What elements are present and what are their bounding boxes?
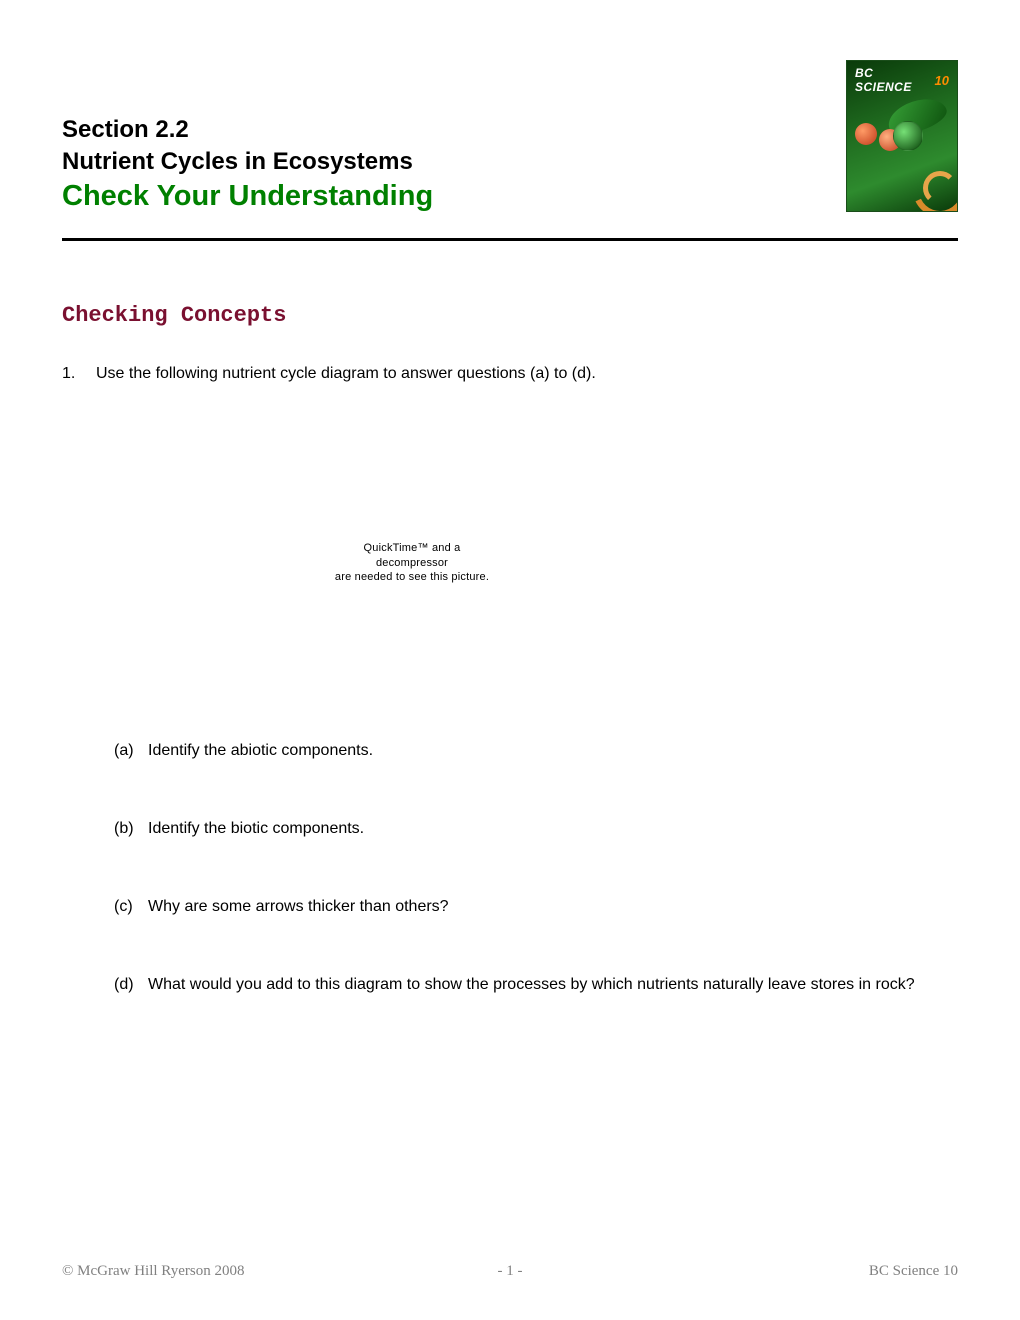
book-title: BC SCIENCE 10 — [853, 69, 951, 91]
page: Section 2.2 Nutrient Cycles in Ecosystem… — [0, 0, 1020, 1320]
shell-graphic — [923, 171, 957, 205]
sub-text: What would you add to this diagram to sh… — [148, 973, 958, 997]
section-title: Nutrient Cycles in Ecosystems — [62, 146, 433, 178]
qt-line: are needed to see this picture. — [282, 570, 542, 584]
sub-text: Why are some arrows thicker than others? — [148, 895, 958, 919]
book-title-text: BC SCIENCE — [855, 66, 933, 94]
sub-text: Identify the biotic components. — [148, 817, 958, 841]
sub-question-c: (c) Why are some arrows thicker than oth… — [114, 895, 958, 919]
checking-concepts-heading: Checking Concepts — [62, 303, 958, 328]
divider — [62, 238, 958, 241]
fruit-graphic — [893, 121, 923, 151]
question-number: 1. — [62, 362, 96, 387]
question-text: Use the following nutrient cycle diagram… — [96, 362, 958, 387]
qt-line: QuickTime™ and a — [282, 541, 542, 555]
question-row: 1. Use the following nutrient cycle diag… — [62, 362, 958, 387]
question-1: 1. Use the following nutrient cycle diag… — [62, 362, 958, 387]
check-your-understanding-title: Check Your Understanding — [62, 179, 433, 214]
sub-label: (b) — [114, 817, 148, 841]
qt-line: decompressor — [282, 556, 542, 570]
sub-question-a: (a) Identify the abiotic components. — [114, 739, 958, 763]
footer-page-number: - 1 - — [62, 1263, 958, 1280]
sub-label: (a) — [114, 739, 148, 763]
title-stack: Section 2.2 Nutrient Cycles in Ecosystem… — [62, 60, 433, 214]
sub-label: (c) — [114, 895, 148, 919]
page-footer: © McGraw Hill Ryerson 2008 - 1 - BC Scie… — [62, 1263, 958, 1280]
quicktime-missing-placeholder: QuickTime™ and a decompressor are needed… — [282, 541, 542, 584]
sub-label: (d) — [114, 973, 148, 997]
sub-text: Identify the abiotic components. — [148, 739, 958, 763]
header: Section 2.2 Nutrient Cycles in Ecosystem… — [62, 60, 958, 214]
sub-question-b: (b) Identify the biotic components. — [114, 817, 958, 841]
textbook-cover-thumbnail: BC SCIENCE 10 — [846, 60, 958, 212]
book-title-number: 10 — [935, 73, 949, 88]
sub-question-d: (d) What would you add to this diagram t… — [114, 973, 958, 997]
sub-questions: (a) Identify the abiotic components. (b)… — [114, 739, 958, 997]
fruit-graphic — [855, 123, 877, 145]
section-number: Section 2.2 — [62, 114, 433, 146]
